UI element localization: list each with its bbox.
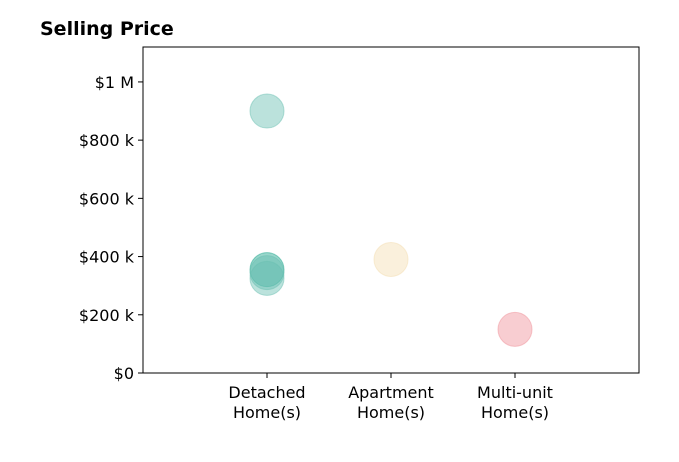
points-layer xyxy=(249,93,533,347)
x-tick-label: Apartment xyxy=(348,383,434,402)
data-point xyxy=(249,260,285,296)
x-axis: DetachedHome(s)ApartmentHome(s)Multi-uni… xyxy=(228,373,553,422)
x-tick-label: Home(s) xyxy=(357,403,425,422)
y-tick-label: $0 xyxy=(114,364,134,383)
x-tick-label: Detached xyxy=(228,383,305,402)
x-tick-label: Home(s) xyxy=(233,403,301,422)
y-tick-label: $800 k xyxy=(79,131,135,150)
y-tick-label: $200 k xyxy=(79,306,135,325)
x-tick-label: Multi-unit xyxy=(477,383,553,402)
y-tick-label: $400 k xyxy=(79,248,135,267)
data-point xyxy=(373,241,409,277)
y-axis: $0 $200 k $400 k $600 k $800 k $1 M xyxy=(79,73,143,383)
y-tick-label: $1 M xyxy=(95,73,134,92)
plot-frame xyxy=(142,46,640,374)
data-point xyxy=(249,93,285,129)
x-tick-label: Home(s) xyxy=(481,403,549,422)
chart-title: Selling Price xyxy=(40,18,174,40)
data-point xyxy=(497,311,533,347)
y-tick-label: $600 k xyxy=(79,189,135,208)
